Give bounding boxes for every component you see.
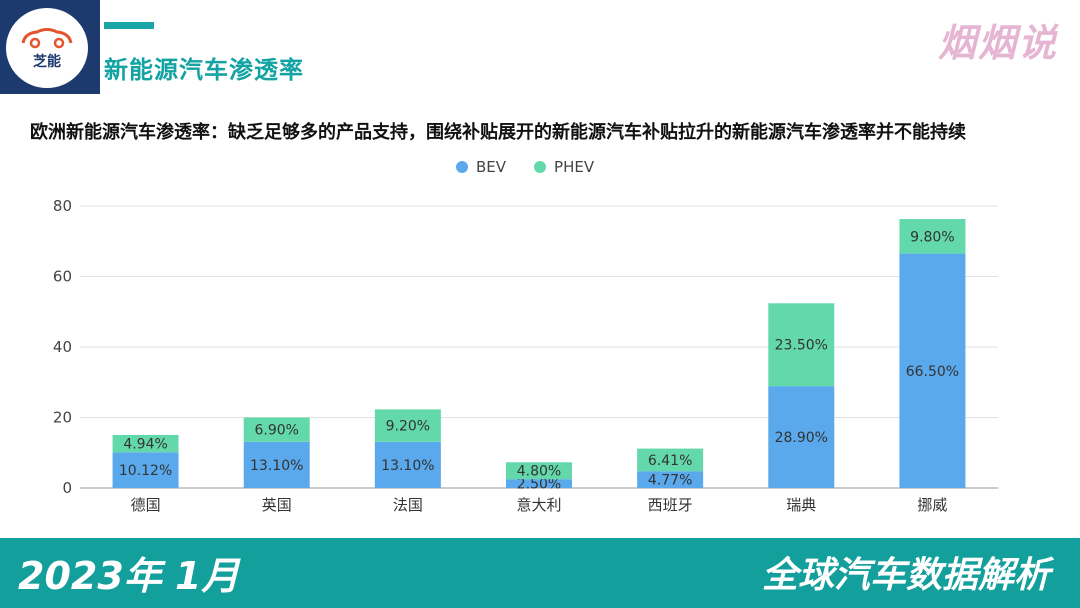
bar-segment-phev: [768, 303, 835, 387]
data-label: 10.12%: [119, 463, 172, 479]
data-label: 66.50%: [906, 364, 959, 380]
logo: 芝能: [6, 8, 88, 88]
bar-segment-bev: [374, 441, 441, 488]
bar-segment-bev: [112, 452, 179, 488]
x-tick-label: 法国: [393, 496, 423, 514]
chart-legend: BEV PHEV: [456, 158, 594, 176]
bar-segment-phev: [637, 448, 704, 472]
footer-band: 2023年 1月 全球汽车数据解析: [0, 538, 1080, 608]
bar-segment-bev: [243, 441, 310, 488]
x-tick-label: 西班牙: [648, 496, 693, 514]
data-label: 13.10%: [250, 458, 303, 474]
x-tick-label: 德国: [131, 496, 161, 514]
bar-segment-phev: [506, 462, 572, 480]
x-tick-label: 瑞典: [786, 496, 816, 514]
legend-label-phev: PHEV: [554, 158, 595, 176]
bar-segment-bev: [506, 479, 572, 488]
bar-segment-bev: [637, 471, 704, 488]
logo-block: 芝能: [0, 0, 100, 94]
y-tick-label: 80: [53, 197, 72, 215]
x-tick-label: 意大利: [516, 496, 561, 514]
x-tick-label: 挪威: [917, 496, 947, 514]
stacked-bar-chart: 0 20 40 60 80 10.12% 4.94% 德国 13.10% 6.90% 英国 13.10…: [53, 197, 998, 514]
bar-segment-phev: [243, 417, 310, 442]
y-tick-label: 20: [53, 409, 72, 427]
logo-text: 芝能: [33, 54, 61, 70]
chart-subtitle: 欧洲新能源汽车渗透率：缺乏足够多的产品支持，围绕补贴展开的新能源汽车补贴拉升的新…: [30, 122, 966, 143]
data-label: 28.90%: [775, 430, 828, 446]
legend-item-bev: BEV: [456, 158, 506, 176]
data-label: 23.50%: [775, 338, 828, 354]
data-label: 9.20%: [386, 419, 430, 435]
data-label: 6.90%: [254, 423, 298, 439]
data-label: 2.50%: [517, 477, 561, 493]
legend-label-bev: BEV: [476, 158, 507, 176]
data-label: 4.77%: [648, 473, 692, 489]
accent-bar: [104, 22, 154, 29]
legend-dot-phev: [534, 161, 547, 173]
car-logo-icon: [21, 28, 73, 49]
legend-item-phev: PHEV: [534, 158, 594, 176]
footer-date: 2023年 1月: [18, 554, 240, 598]
data-label: 4.94%: [123, 437, 167, 453]
footer-tagline: 全球汽车数据解析: [761, 555, 1050, 596]
data-label: 4.80%: [517, 464, 561, 480]
y-tick-label: 40: [53, 338, 72, 356]
bar-segment-bev: [768, 386, 835, 488]
y-tick-label: 0: [62, 479, 72, 497]
x-tick-label: 英国: [262, 496, 292, 514]
bar-segment-phev: [374, 409, 441, 442]
data-label: 13.10%: [381, 458, 434, 474]
page-title: 新能源汽车渗透率: [104, 56, 304, 84]
y-tick-label: 60: [53, 268, 72, 286]
bar-segment-phev: [899, 219, 966, 254]
brand-watermark: 烟烟说: [937, 21, 1058, 65]
bar-segment-bev: [899, 253, 966, 488]
legend-dot-bev: [456, 161, 468, 173]
bar-segment-phev: [112, 434, 179, 453]
data-label: 9.80%: [910, 229, 954, 245]
data-label: 6.41%: [648, 453, 692, 469]
